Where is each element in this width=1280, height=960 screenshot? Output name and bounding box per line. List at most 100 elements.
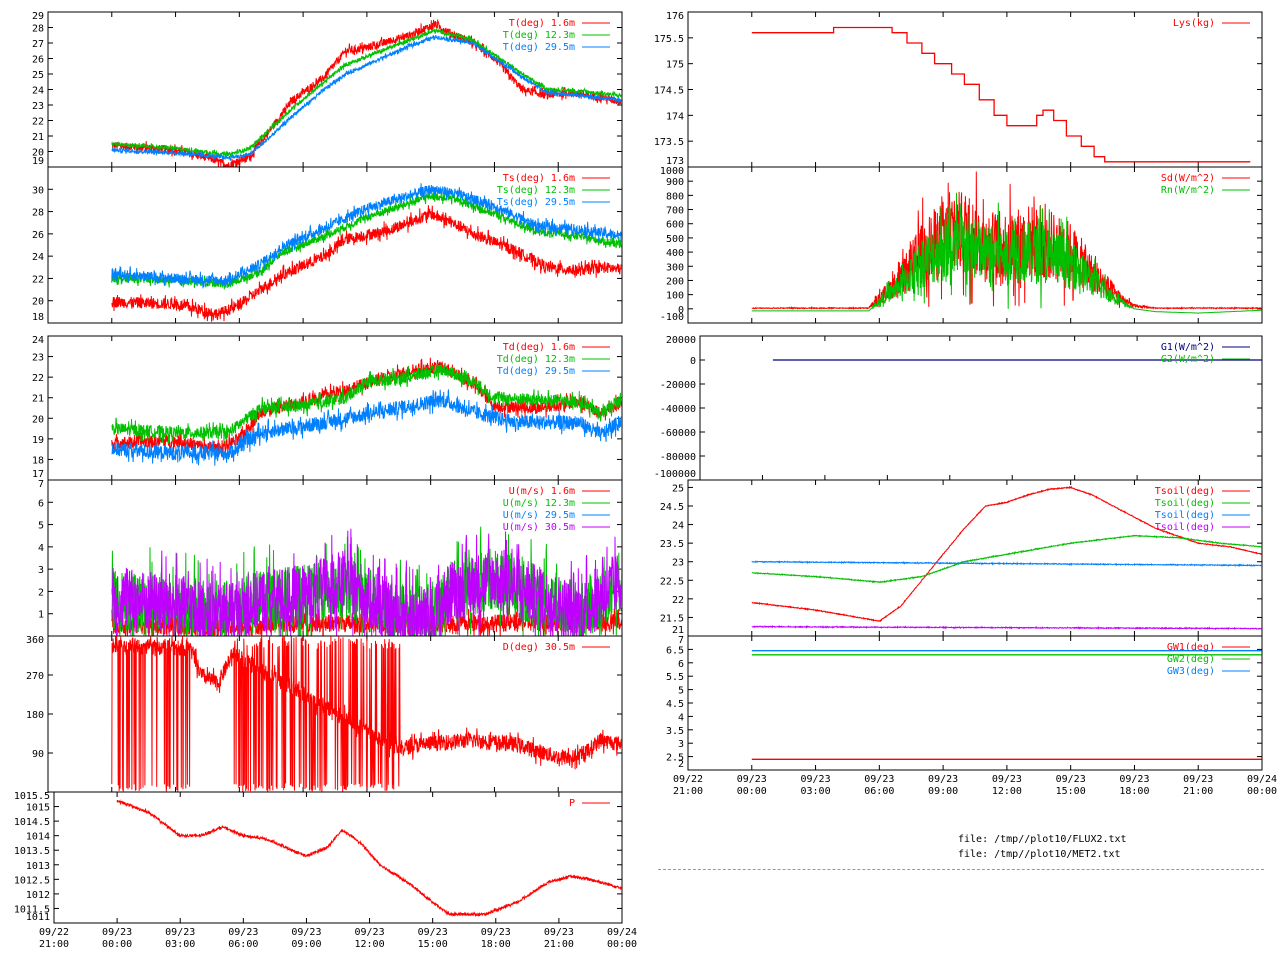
- y-tick-label: 18: [32, 455, 44, 466]
- x-tick-label-date: 09/23: [102, 927, 132, 938]
- y-tick-label: 500: [666, 234, 684, 245]
- x-tick-label-time: 21:00: [1183, 786, 1213, 797]
- y-tick-label: 400: [666, 248, 684, 259]
- y-tick-label: 23: [32, 101, 44, 112]
- y-tick-label: 20: [32, 297, 44, 308]
- x-tick-label-date: 09/23: [1056, 774, 1086, 785]
- plot-frame: [47, 166, 623, 324]
- y-tick-label: -80000: [660, 452, 696, 463]
- y-tick-label: 24: [32, 335, 44, 346]
- x-tick-label-time: 00:00: [607, 939, 637, 950]
- y-tick-label: 173.5: [654, 137, 684, 148]
- y-tick-label: 1011: [26, 912, 50, 923]
- y-tick-label: 3: [678, 739, 684, 750]
- footer-file-met: file: /tmp//plot10/MET2.txt: [958, 849, 1121, 860]
- x-tick-label-time: 06:00: [864, 786, 894, 797]
- legend-label: GW3(deg): [1167, 666, 1215, 677]
- y-tick-label: 17: [32, 469, 44, 480]
- legend-label: GW2(deg): [1167, 654, 1215, 665]
- x-tick-label-date: 09/23: [418, 927, 448, 938]
- y-tick-label: 174: [666, 111, 684, 122]
- y-tick-label: 1015.5: [14, 791, 50, 802]
- y-tick-label: 19: [32, 435, 44, 446]
- y-tick-label: 175: [666, 60, 684, 71]
- y-tick-label: 29: [32, 11, 44, 22]
- legend-label: Td(deg) 1.6m: [503, 342, 575, 353]
- legend-label: GW1(deg): [1167, 642, 1215, 653]
- y-tick-label: 24.5: [660, 502, 684, 513]
- y-tick-label: 176: [666, 11, 684, 22]
- series-line-t-1: [111, 27, 622, 158]
- x-tick-label-date: 09/23: [801, 774, 831, 785]
- x-tick-label-time: 15:00: [418, 939, 448, 950]
- y-tick-label: 22: [32, 117, 44, 128]
- x-tick-label-time: 00:00: [102, 939, 132, 950]
- y-tick-label: 2: [678, 759, 684, 770]
- legend-label: Ts(deg) 1.6m: [503, 173, 575, 184]
- y-tick-label: 100: [666, 291, 684, 302]
- x-tick-label-time: 18:00: [1119, 786, 1149, 797]
- x-tick-label-time: 00:00: [737, 786, 767, 797]
- y-tick-label: 19: [32, 156, 44, 167]
- y-tick-label: 174.5: [654, 86, 684, 97]
- x-tick-label-date: 09/23: [864, 774, 894, 785]
- y-tick-label: 20: [32, 414, 44, 425]
- y-tick-label: 1011.5: [14, 904, 50, 915]
- series-line-d-0: [111, 636, 622, 792]
- y-tick-label: 1014.5: [14, 817, 50, 828]
- y-tick-label: 25: [672, 483, 684, 494]
- y-tick-label: 18: [32, 312, 44, 323]
- y-tick-label: 2: [38, 587, 44, 598]
- legend-label: P: [569, 798, 575, 809]
- y-tick-label: 180: [26, 710, 44, 721]
- y-tick-label: 2.5: [666, 753, 684, 764]
- legend-label: Lys(kg): [1173, 18, 1215, 29]
- legend-label: Tsoil(deg): [1155, 510, 1215, 521]
- x-tick-label-date: 09/23: [992, 774, 1022, 785]
- y-tick-label: 600: [666, 220, 684, 231]
- panel-lys: 173 173.5 174 174.5 175 175.5 176 Lys(kg): [654, 11, 1263, 168]
- y-tick-label: 24: [32, 86, 44, 97]
- x-tick-label-date: 09/23: [481, 927, 511, 938]
- y-tick-label: 28: [32, 24, 44, 35]
- legend-label: U(m/s) 1.6m: [509, 486, 575, 497]
- y-tick-label: 23.5: [660, 539, 684, 550]
- series-line-tsoil-1: [751, 534, 1262, 584]
- y-tick-label: 1012.5: [14, 875, 50, 886]
- series-line-u-3: [111, 528, 622, 636]
- y-tick-label: 175.5: [654, 34, 684, 45]
- y-tick-label: 0: [678, 305, 684, 316]
- y-tick-label: 900: [666, 177, 684, 188]
- legend-label: Td(deg) 12.3m: [497, 354, 575, 365]
- x-tick-label-time: 09:00: [291, 939, 321, 950]
- y-tick-label: -40000: [660, 404, 696, 415]
- y-tick-label: 21: [32, 394, 44, 405]
- x-tick-label-date: 09/23: [544, 927, 574, 938]
- legend-label: T(deg) 12.3m: [503, 30, 575, 41]
- y-tick-label: 1015: [26, 803, 50, 814]
- y-tick-label: 21.5: [660, 613, 684, 624]
- x-tick-label-date: 09/23: [228, 927, 258, 938]
- x-tick-label-date: 09/22: [39, 927, 69, 938]
- legend-label: Ts(deg) 12.3m: [497, 185, 575, 196]
- y-tick-label: 4: [678, 712, 684, 723]
- x-tick-label-time: 15:00: [1056, 786, 1086, 797]
- x-tick-label-date: 09/23: [355, 927, 385, 938]
- legend-label: Tsoil(deg): [1155, 486, 1215, 497]
- y-tick-label: 360: [26, 635, 44, 646]
- series-line-sd-1: [751, 192, 1262, 314]
- legend-label: U(m/s) 30.5m: [503, 522, 575, 533]
- series-line-t-2: [111, 35, 622, 161]
- x-tick-label-time: 21:00: [39, 939, 69, 950]
- legend-label: Sd(W/m^2): [1161, 173, 1215, 184]
- series-line-p-0: [116, 799, 622, 918]
- y-tick-label: 23: [32, 353, 44, 364]
- y-tick-label: 1000: [660, 166, 684, 177]
- x-tick-label-time: 21:00: [544, 939, 574, 950]
- y-tick-label: 0: [690, 356, 696, 367]
- x-tick-label-time: 09:00: [928, 786, 958, 797]
- series-line-td-2: [111, 388, 622, 466]
- panel-d: 90 180 270 360 D(deg) 30.5m: [26, 635, 623, 793]
